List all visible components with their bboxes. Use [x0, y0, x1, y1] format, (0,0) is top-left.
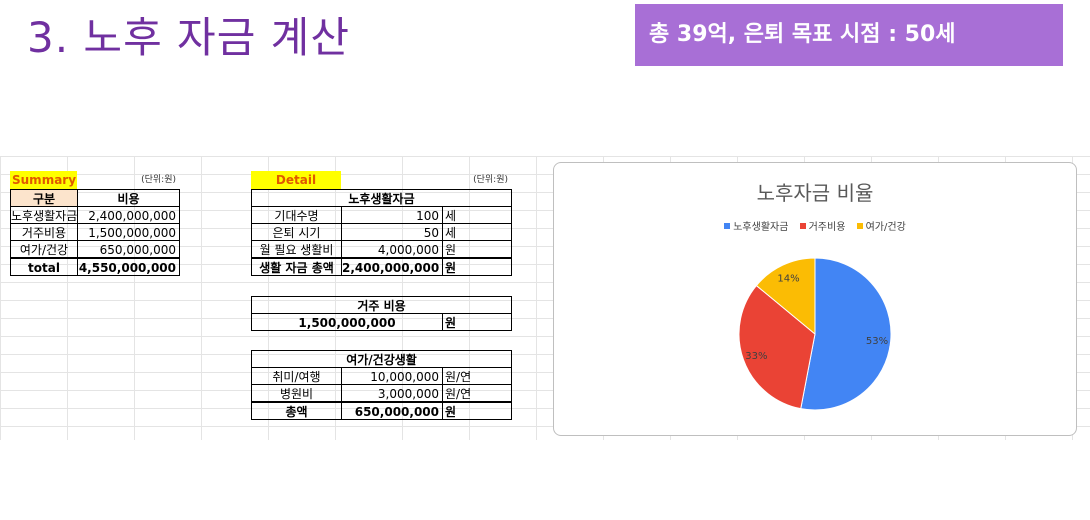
leisure-header[interactable]: 여가/건강생활 [251, 350, 512, 368]
living-row-unit[interactable]: 세 [442, 206, 512, 224]
leisure-row-value[interactable]: 3,000,000 [341, 384, 443, 402]
living-total-value[interactable]: 2,400,000,000 [341, 258, 443, 276]
summary-row-name[interactable]: 노후생활자금 [10, 206, 78, 224]
leisure-row-unit[interactable]: 원/연 [442, 384, 512, 402]
housing-unit[interactable]: 원 [442, 313, 512, 331]
slice-living-fund[interactable] [800, 257, 892, 411]
leisure-total-label[interactable]: 총액 [251, 402, 342, 420]
living-row-name[interactable]: 기대수명 [251, 206, 342, 224]
summary-total-label[interactable]: total [10, 258, 78, 276]
slide-title: 3. 노후 자금 계산 [27, 13, 350, 62]
living-row-value[interactable]: 100 [341, 206, 443, 224]
legend-item[interactable]: 거주비용 [799, 222, 846, 233]
living-total-unit[interactable]: 원 [442, 258, 512, 276]
detail-unit: (단위:원) [473, 175, 508, 185]
detail-label[interactable]: Detail [251, 171, 341, 189]
summary-total-value[interactable]: 4,550,000,000 [77, 258, 180, 276]
living-row-name[interactable]: 은퇴 시기 [251, 223, 342, 241]
slice-data-label: 14% [777, 274, 799, 285]
slice-data-label: 33% [745, 351, 767, 362]
summary-header-category[interactable]: 구분 [10, 189, 78, 207]
slice-housing[interactable] [738, 284, 816, 410]
living-fund-header[interactable]: 노후생활자금 [251, 189, 512, 207]
living-row-unit[interactable]: 세 [442, 223, 512, 241]
slice-leisure-health[interactable] [755, 257, 816, 336]
legend-item[interactable]: 노후생활자금 [724, 222, 788, 233]
summary-row-value[interactable]: 650,000,000 [77, 240, 180, 258]
leisure-total-unit[interactable]: 원 [442, 402, 512, 420]
legend-swatch [724, 223, 731, 229]
slice-data-label: 53% [866, 336, 888, 347]
living-row-value[interactable]: 50 [341, 223, 443, 241]
summary-banner: 총 39억, 은퇴 목표 시점 : 50세 [635, 4, 1063, 66]
legend-label: 노후생활자금 [733, 222, 789, 233]
leisure-row-value[interactable]: 10,000,000 [341, 367, 443, 385]
pie-chart[interactable]: 노후자금 비율 노후생활자금 거주비용 여가/건강 53% 33% 14% [553, 162, 1077, 436]
pie-svg: 53% 33% 14% [738, 257, 892, 411]
legend-label: 거주비용 [808, 222, 846, 233]
summary-label[interactable]: Summary [10, 171, 77, 189]
chart-legend: 노후생활자금 거주비용 여가/건강 [554, 218, 1076, 233]
housing-value[interactable]: 1,500,000,000 [251, 313, 443, 331]
housing-header[interactable]: 거주 비용 [251, 296, 512, 314]
leisure-row-name[interactable]: 병원비 [251, 384, 342, 402]
living-row-name[interactable]: 월 필요 생활비 [251, 240, 342, 258]
summary-header-cost[interactable]: 비용 [77, 189, 180, 207]
legend-swatch [799, 223, 806, 229]
legend-item[interactable]: 여가/건강 [856, 222, 906, 233]
leisure-row-unit[interactable]: 원/연 [442, 367, 512, 385]
summary-unit: (단위:원) [141, 175, 176, 185]
legend-swatch [856, 223, 863, 229]
chart-title: 노후자금 비율 [756, 181, 874, 205]
living-row-value[interactable]: 4,000,000 [341, 240, 443, 258]
leisure-row-name[interactable]: 취미/여행 [251, 367, 342, 385]
living-total-label[interactable]: 생활 자금 총액 [251, 258, 342, 276]
living-row-unit[interactable]: 원 [442, 240, 512, 258]
leisure-total-value[interactable]: 650,000,000 [341, 402, 443, 420]
legend-label: 여가/건강 [865, 222, 906, 233]
summary-row-value[interactable]: 1,500,000,000 [77, 223, 180, 241]
summary-row-value[interactable]: 2,400,000,000 [77, 206, 180, 224]
summary-row-name[interactable]: 여가/건강 [10, 240, 78, 258]
summary-row-name[interactable]: 거주비용 [10, 223, 78, 241]
